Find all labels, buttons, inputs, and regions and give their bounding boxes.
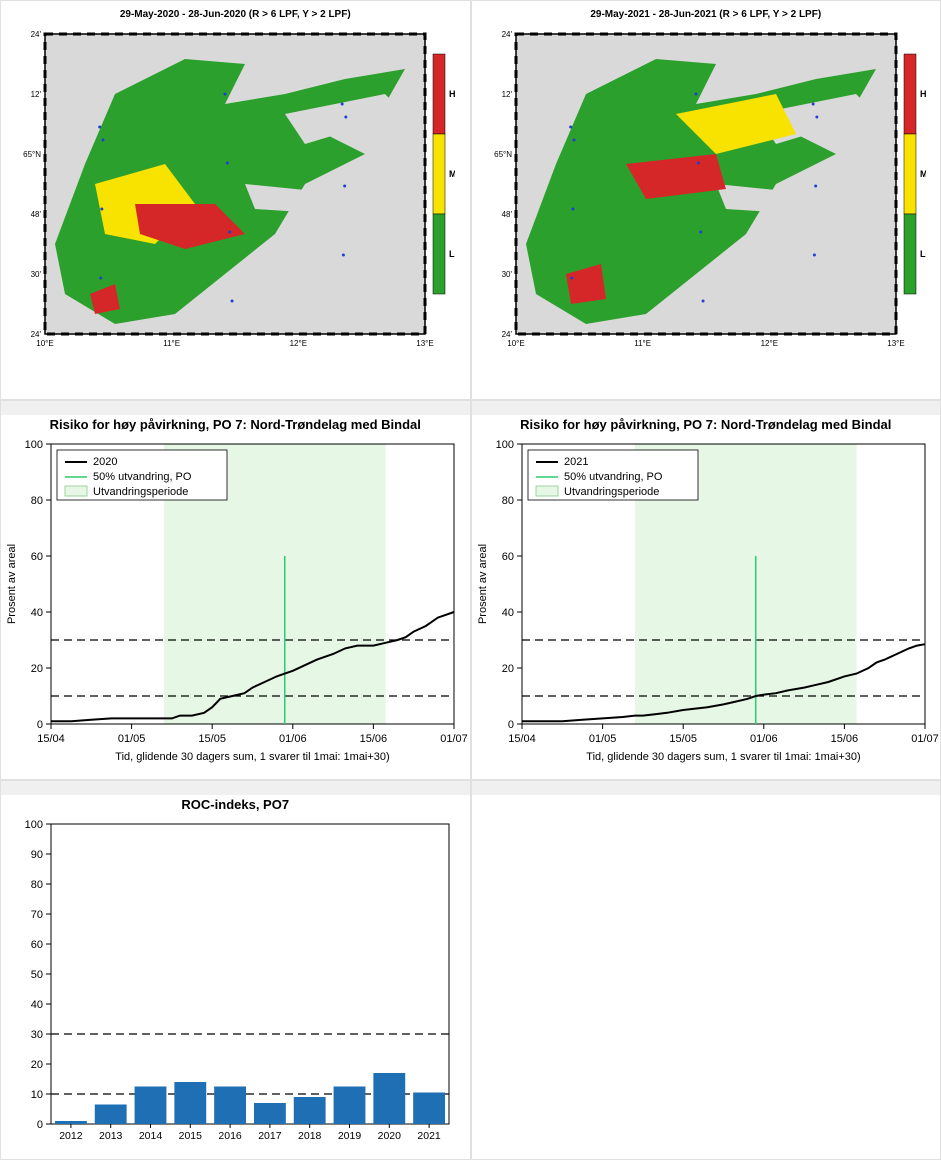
svg-text:50% utvandring, PO: 50% utvandring, PO (93, 471, 192, 483)
svg-text:Low: Low (920, 249, 926, 259)
svg-text:80: 80 (31, 495, 43, 507)
map-title: 29-May-2020 - 28-Jun-2020 (R > 6 LPF, Y … (1, 1, 470, 20)
map-svg-2020: 24'30'48'65°N12'24'10°E11°E12°E13°EHighM… (15, 24, 455, 354)
svg-text:40: 40 (31, 999, 43, 1011)
svg-text:0: 0 (37, 719, 43, 731)
chart-title: Risiko for høy påvirkning, PO 7: Nord-Tr… (472, 415, 941, 434)
panel-grid: 29-May-2020 - 28-Jun-2020 (R > 6 LPF, Y … (0, 0, 941, 1160)
svg-text:12°E: 12°E (290, 339, 307, 348)
svg-text:20: 20 (31, 1059, 43, 1071)
svg-text:0: 0 (507, 719, 513, 731)
svg-text:50: 50 (31, 969, 43, 981)
svg-text:11°E: 11°E (163, 339, 180, 348)
svg-text:13°E: 13°E (887, 339, 904, 348)
svg-text:2021: 2021 (417, 1130, 441, 1142)
svg-text:80: 80 (501, 495, 513, 507)
chart-title: ROC-indeks, PO7 (1, 795, 470, 814)
svg-text:01/05: 01/05 (588, 733, 616, 745)
svg-text:2012: 2012 (59, 1130, 83, 1142)
svg-text:Medium: Medium (920, 169, 926, 179)
svg-text:60: 60 (31, 939, 43, 951)
svg-text:65°N: 65°N (494, 150, 512, 159)
svg-text:2021: 2021 (564, 456, 588, 468)
svg-text:13°E: 13°E (417, 339, 434, 348)
svg-text:90: 90 (31, 849, 43, 861)
risk-chart-2021: 0 20 40 60 80 100 15/04 01/05 15/05 01/06 15/06 01/… (472, 434, 940, 774)
svg-text:24': 24' (31, 330, 42, 339)
svg-text:15/04: 15/04 (508, 733, 536, 745)
svg-text:100: 100 (25, 819, 43, 831)
svg-text:Tid, glidende 30 dagers sum, 1: Tid, glidende 30 dagers sum, 1 svarer ti… (115, 751, 389, 763)
svg-text:10: 10 (31, 1089, 43, 1101)
svg-text:15/05: 15/05 (669, 733, 697, 745)
roc-panel: ROC-indeks, PO7 0 10 20 30 40 50 60 70 80 90 100 20… (0, 780, 471, 1160)
map-title: 29-May-2021 - 28-Jun-2021 (R > 6 LPF, Y … (472, 1, 941, 20)
svg-text:65°N: 65°N (23, 150, 41, 159)
svg-text:High: High (920, 89, 926, 99)
svg-text:10°E: 10°E (507, 339, 524, 348)
svg-text:11°E: 11°E (634, 339, 651, 348)
svg-text:2018: 2018 (298, 1130, 322, 1142)
svg-text:2020: 2020 (93, 456, 117, 468)
svg-text:01/07: 01/07 (440, 733, 468, 745)
svg-text:20: 20 (501, 663, 513, 675)
svg-text:01/05: 01/05 (118, 733, 146, 745)
risk-chart-2020: 0 20 40 60 80 100 15/04 01/05 15/05 01/06 15/06 01/… (1, 434, 469, 774)
svg-text:24': 24' (501, 30, 512, 39)
svg-text:15/05: 15/05 (198, 733, 226, 745)
svg-text:12': 12' (501, 90, 512, 99)
svg-text:Tid, glidende 30 dagers sum, 1: Tid, glidende 30 dagers sum, 1 svarer ti… (586, 751, 860, 763)
svg-text:15/06: 15/06 (360, 733, 388, 745)
chart-title: Risiko for høy påvirkning, PO 7: Nord-Tr… (1, 415, 470, 434)
svg-text:40: 40 (501, 607, 513, 619)
svg-text:24': 24' (31, 30, 42, 39)
svg-text:2015: 2015 (179, 1130, 203, 1142)
svg-text:01/06: 01/06 (750, 733, 778, 745)
svg-text:2017: 2017 (258, 1130, 282, 1142)
svg-text:01/06: 01/06 (279, 733, 307, 745)
svg-text:2020: 2020 (378, 1130, 402, 1142)
svg-text:01/07: 01/07 (911, 733, 939, 745)
svg-text:30: 30 (31, 1029, 43, 1041)
empty-panel (471, 780, 941, 1160)
svg-text:High: High (449, 89, 455, 99)
svg-text:Medium: Medium (449, 169, 455, 179)
svg-text:12': 12' (31, 90, 42, 99)
svg-text:2019: 2019 (338, 1130, 362, 1142)
svg-text:Utvandringsperiode: Utvandringsperiode (564, 486, 659, 498)
svg-text:48': 48' (31, 210, 42, 219)
svg-text:Prosent av areal: Prosent av areal (477, 544, 489, 624)
svg-text:24': 24' (501, 330, 512, 339)
roc-chart: 0 10 20 30 40 50 60 70 80 90 100 2012 2013 2014 2015 20… (1, 814, 469, 1154)
svg-text:Low: Low (449, 249, 455, 259)
svg-text:Prosent av areal: Prosent av areal (6, 544, 18, 624)
svg-text:50% utvandring, PO: 50% utvandring, PO (564, 471, 663, 483)
svg-text:60: 60 (501, 551, 513, 563)
svg-text:40: 40 (31, 607, 43, 619)
svg-text:100: 100 (495, 439, 513, 451)
svg-text:80: 80 (31, 879, 43, 891)
svg-text:30': 30' (31, 270, 42, 279)
svg-text:2014: 2014 (139, 1130, 163, 1142)
svg-text:48': 48' (501, 210, 512, 219)
map-panel-2021: 29-May-2021 - 28-Jun-2021 (R > 6 LPF, Y … (471, 0, 941, 400)
risk-panel-2020: Risiko for høy påvirkning, PO 7: Nord-Tr… (0, 400, 471, 780)
svg-text:2013: 2013 (99, 1130, 123, 1142)
map-svg-2021: 24'30'48'65°N12'24'10°E11°E12°E13°EHighM… (486, 24, 926, 354)
svg-text:15/06: 15/06 (830, 733, 858, 745)
svg-text:70: 70 (31, 909, 43, 921)
svg-text:60: 60 (31, 551, 43, 563)
svg-text:Utvandringsperiode: Utvandringsperiode (93, 486, 188, 498)
svg-text:100: 100 (25, 439, 43, 451)
svg-text:15/04: 15/04 (37, 733, 65, 745)
svg-text:0: 0 (37, 1119, 43, 1131)
svg-text:2016: 2016 (218, 1130, 242, 1142)
svg-text:20: 20 (31, 663, 43, 675)
svg-text:30': 30' (501, 270, 512, 279)
map-panel-2020: 29-May-2020 - 28-Jun-2020 (R > 6 LPF, Y … (0, 0, 471, 400)
risk-panel-2021: Risiko for høy påvirkning, PO 7: Nord-Tr… (471, 400, 941, 780)
svg-text:10°E: 10°E (37, 339, 54, 348)
svg-text:12°E: 12°E (760, 339, 777, 348)
